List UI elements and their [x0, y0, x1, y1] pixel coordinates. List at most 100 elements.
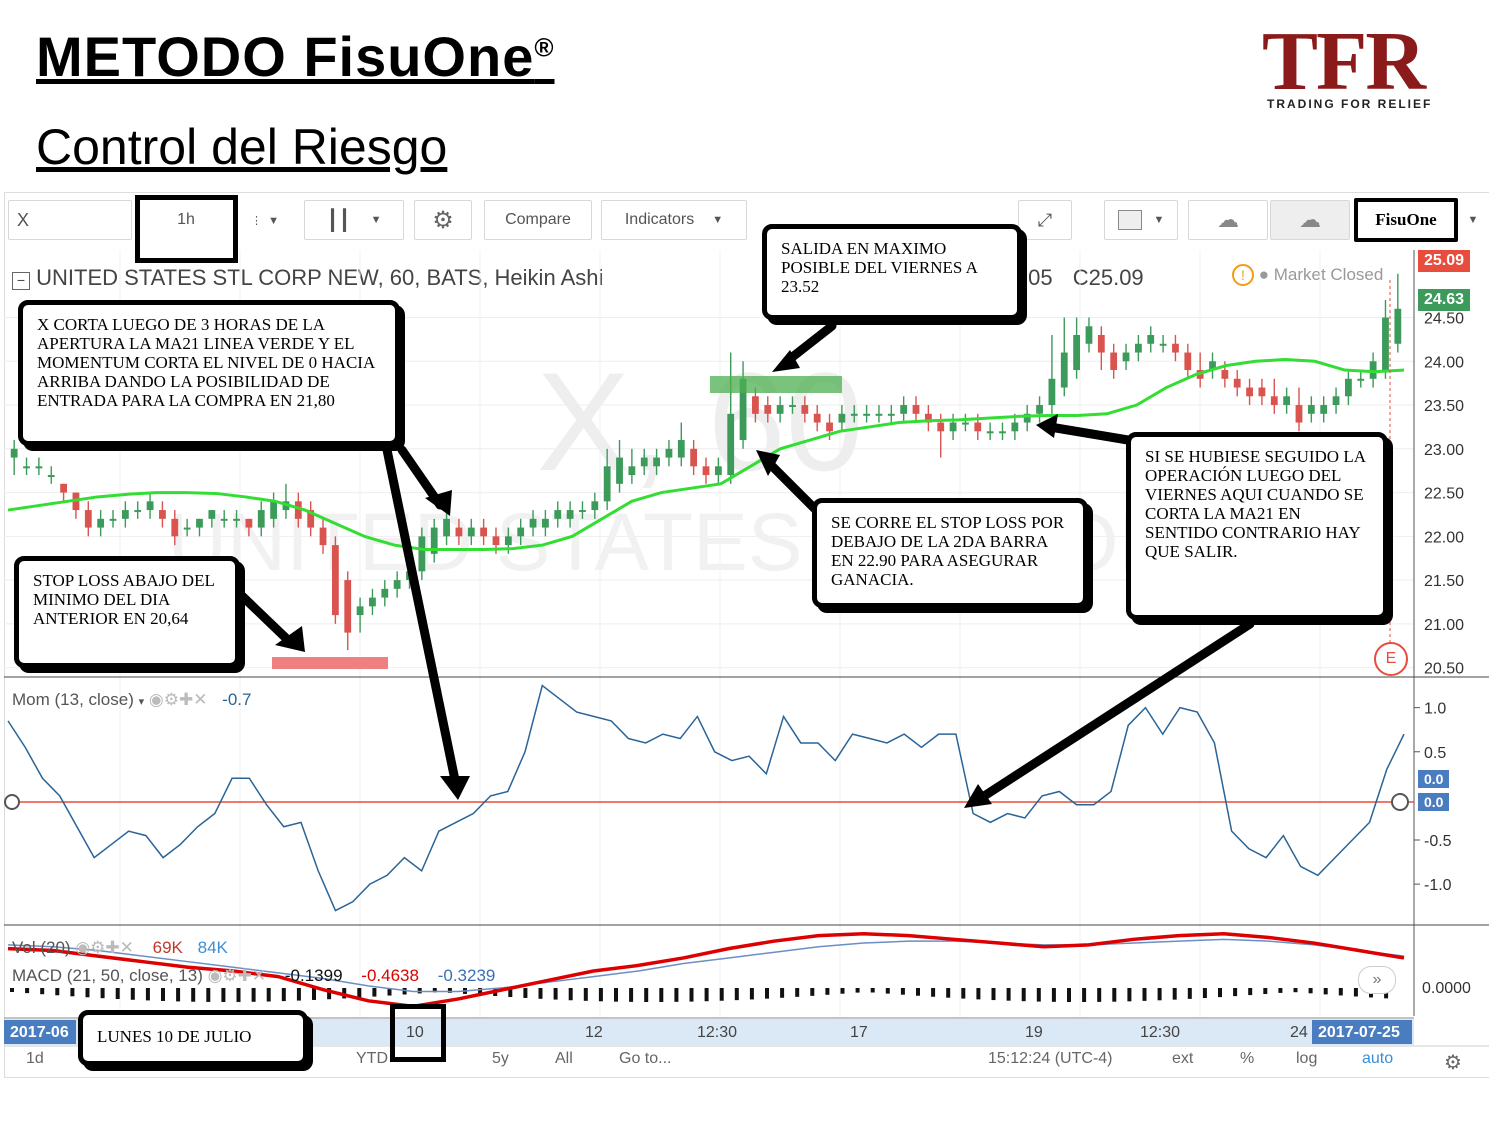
price-axis-label: 21.50 — [1424, 573, 1464, 590]
load-layout-button[interactable]: ☁ — [1188, 200, 1268, 240]
candle-body — [999, 431, 1006, 434]
macd-histogram-bar — [1036, 988, 1041, 1002]
price-axis-label: 21.00 — [1424, 617, 1464, 634]
candle-body — [529, 518, 537, 528]
interval-select[interactable]: 1h — [138, 200, 234, 240]
range-all-button[interactable]: All — [555, 1050, 573, 1067]
symbol-input[interactable]: X — [8, 200, 132, 240]
eye-icon[interactable]: ◉⚙✚✕ — [148, 690, 208, 709]
candle-body — [1295, 405, 1303, 423]
range-ytd-button[interactable]: YTD — [356, 1050, 388, 1067]
indicator-controls-icon[interactable]: ◉⚙✚✕ — [207, 966, 267, 985]
macd-histogram-bar — [1323, 988, 1328, 995]
macd-histogram-bar — [900, 988, 905, 995]
candle-body — [97, 518, 105, 528]
macd-axis-label: 0.0000 — [1422, 980, 1471, 997]
chevron-down-icon: ▼ — [370, 214, 382, 226]
indicator-controls-icon[interactable]: ◉⚙✚✕ — [75, 938, 134, 957]
goto-button[interactable]: Go to... — [619, 1050, 672, 1067]
volume-value-1: 69K — [152, 938, 183, 957]
compare-button[interactable]: Compare — [484, 200, 592, 240]
chevron-down-icon[interactable]: ▾ — [138, 696, 145, 708]
candle-body — [727, 413, 735, 476]
drawing-button[interactable]: ▼ — [1104, 200, 1178, 240]
macd-histogram-bar — [432, 988, 437, 993]
candle-body — [813, 413, 821, 423]
save-layout-button[interactable]: ☁ — [1270, 200, 1350, 240]
candle-body — [1085, 326, 1093, 344]
candle-body — [220, 518, 228, 521]
macd-histogram-bar — [1248, 988, 1253, 996]
candle-body — [900, 405, 908, 414]
candle-body — [1332, 396, 1340, 406]
earnings-marker[interactable]: E — [1374, 642, 1408, 676]
candle-body — [418, 536, 426, 572]
chart-type-button[interactable]: ┃┃ ▼ — [304, 200, 404, 240]
momentum-legend: Mom (13, close) ▾ ◉⚙✚✕ -0.7 — [12, 690, 251, 710]
exit-level-marker — [710, 376, 842, 393]
candle-body — [134, 510, 142, 513]
fullscreen-icon: ⤢ — [1037, 209, 1053, 230]
candle-body — [233, 518, 240, 521]
candle-body — [875, 413, 883, 416]
macd-signal-value: -0.4638 — [361, 966, 419, 985]
candle-body — [1283, 396, 1291, 406]
macd-label: MACD (21, 50, close, 13) — [12, 966, 203, 985]
macd-histogram-bar — [855, 988, 860, 993]
candle-body — [764, 405, 772, 414]
last-price-tag-green: 24.63 — [1418, 289, 1471, 311]
range-1d-button[interactable]: 1d — [26, 1050, 44, 1067]
indicators-button[interactable]: Indicators ▼ — [601, 200, 747, 240]
template-button[interactable]: FisuOne — [1354, 198, 1458, 242]
fullscreen-button[interactable]: ⤢ — [1018, 200, 1072, 240]
candle-body — [393, 580, 401, 589]
macd-histogram-bar — [1218, 988, 1222, 998]
volume-label: Vol (20) — [12, 938, 71, 957]
collapse-icon[interactable]: − — [12, 272, 30, 290]
settings-button[interactable]: ⚙ — [414, 200, 472, 240]
candle-body — [1060, 352, 1068, 388]
candle-body — [789, 405, 796, 408]
date-label: 10 — [406, 1024, 424, 1041]
percent-button[interactable]: % — [1240, 1050, 1255, 1067]
auto-button[interactable]: auto — [1362, 1050, 1394, 1067]
candle-body — [776, 405, 784, 414]
macd-histogram-bar — [719, 988, 724, 1001]
macd-histogram-bar — [885, 988, 890, 994]
template-dropdown[interactable]: ▼ — [1460, 200, 1486, 240]
gear-icon[interactable]: ⚙ — [1444, 1052, 1462, 1074]
macd-histogram-bar — [1142, 988, 1147, 1001]
candle-body — [35, 466, 43, 469]
macd-histogram-bar — [1233, 988, 1238, 997]
macd-histogram-bar — [327, 988, 332, 1000]
scroll-to-end-icon[interactable]: » — [1358, 966, 1396, 994]
candle-body — [467, 527, 475, 537]
arrowhead — [275, 626, 305, 652]
candle-body — [974, 422, 982, 432]
macd-histogram-bar — [447, 988, 452, 993]
indicators-label: Indicators — [624, 211, 695, 228]
macd-histogram-bar — [25, 988, 30, 994]
macd-histogram-bar — [221, 988, 226, 1002]
range-5y-button[interactable]: 5y — [492, 1050, 509, 1067]
macd-histogram-bar — [780, 988, 785, 998]
pane-handle-icon[interactable] — [1391, 793, 1409, 811]
macd-histogram-bar — [840, 988, 845, 994]
interval-dropdown[interactable]: ⋮ ▼ — [238, 200, 292, 240]
candle-body — [616, 457, 623, 484]
price-axis-label: 22.00 — [1424, 529, 1464, 546]
date-label: 12 — [585, 1024, 603, 1041]
log-button[interactable]: log — [1296, 1050, 1318, 1067]
candle-body — [1209, 361, 1216, 371]
macd-histogram-bar — [644, 988, 649, 1002]
candle-body — [887, 413, 895, 416]
ext-button[interactable]: ext — [1172, 1050, 1194, 1067]
macd-histogram-bar — [1263, 988, 1268, 995]
pane-handle-icon[interactable] — [4, 794, 20, 810]
macd-histogram-bar — [251, 988, 256, 1002]
chart-header-text: UNITED STATES STL CORP NEW, 60, BATS, He… — [36, 265, 604, 290]
time-axis-start-highlight — [4, 1020, 76, 1044]
rectangle-icon — [1117, 210, 1142, 230]
candle-body — [554, 510, 562, 519]
macd-histogram-bar — [40, 988, 45, 995]
